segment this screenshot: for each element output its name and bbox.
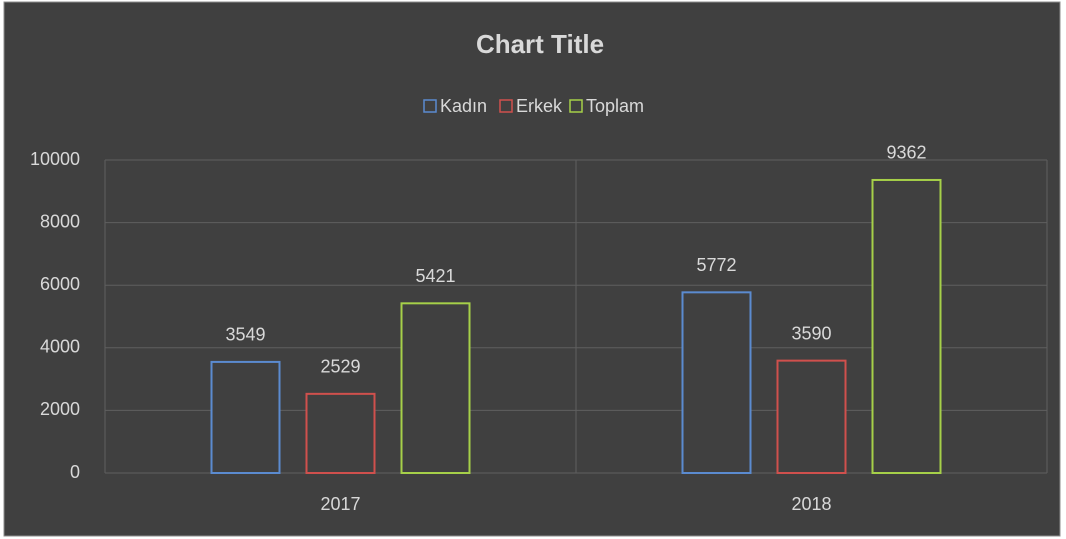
bar [681,291,752,474]
bar [871,178,942,475]
y-tick-label: 2000 [40,399,80,419]
data-label: 2529 [320,357,360,377]
data-label: 3590 [791,323,831,343]
x-tick-label: 2018 [791,494,831,514]
y-tick-label: 6000 [40,274,80,294]
bar [210,360,281,474]
data-label: 5421 [415,266,455,286]
x-tick-label: 2017 [320,494,360,514]
legend-swatch [569,99,583,113]
data-label: 3549 [225,325,265,345]
data-label: 9362 [886,143,926,163]
bar [776,359,847,474]
legend-swatch [423,99,437,113]
legend-label: Kadın [440,96,487,116]
bar [400,302,471,474]
chart-title: Chart Title [476,29,604,59]
y-tick-label: 0 [70,462,80,482]
legend-label: Erkek [516,96,563,116]
data-label: 5772 [696,255,736,275]
legend-swatch [499,99,513,113]
y-tick-label: 8000 [40,211,80,231]
y-tick-label: 4000 [40,337,80,357]
legend-label: Toplam [586,96,644,116]
y-tick-label: 10000 [30,149,80,169]
bar [305,392,376,474]
